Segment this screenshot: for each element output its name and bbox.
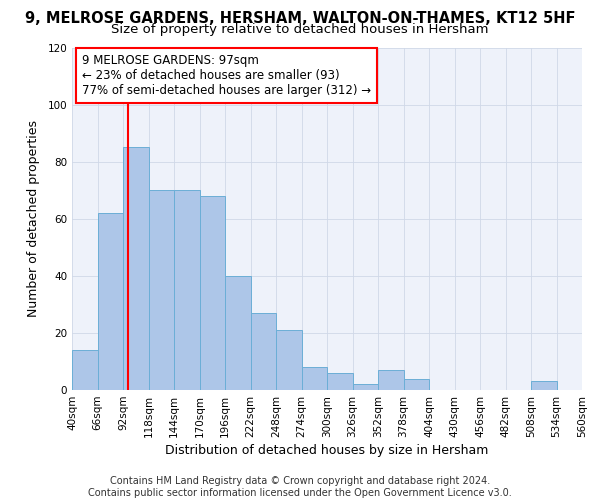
X-axis label: Distribution of detached houses by size in Hersham: Distribution of detached houses by size … bbox=[166, 444, 488, 457]
Text: Contains HM Land Registry data © Crown copyright and database right 2024.
Contai: Contains HM Land Registry data © Crown c… bbox=[88, 476, 512, 498]
Bar bbox=[149, 190, 174, 390]
Bar bbox=[123, 148, 149, 390]
Bar bbox=[302, 367, 327, 390]
Bar bbox=[251, 313, 276, 390]
Bar bbox=[200, 196, 225, 390]
Bar bbox=[378, 370, 404, 390]
Text: 9 MELROSE GARDENS: 97sqm
← 23% of detached houses are smaller (93)
77% of semi-d: 9 MELROSE GARDENS: 97sqm ← 23% of detach… bbox=[82, 54, 371, 98]
Bar bbox=[97, 213, 123, 390]
Bar bbox=[531, 382, 557, 390]
Bar bbox=[276, 330, 302, 390]
Bar bbox=[72, 350, 97, 390]
Bar bbox=[174, 190, 199, 390]
Text: 9, MELROSE GARDENS, HERSHAM, WALTON-ON-THAMES, KT12 5HF: 9, MELROSE GARDENS, HERSHAM, WALTON-ON-T… bbox=[25, 11, 575, 26]
Y-axis label: Number of detached properties: Number of detached properties bbox=[28, 120, 40, 318]
Bar bbox=[327, 373, 353, 390]
Bar bbox=[225, 276, 251, 390]
Bar bbox=[404, 378, 429, 390]
Text: Size of property relative to detached houses in Hersham: Size of property relative to detached ho… bbox=[111, 22, 489, 36]
Bar bbox=[353, 384, 378, 390]
